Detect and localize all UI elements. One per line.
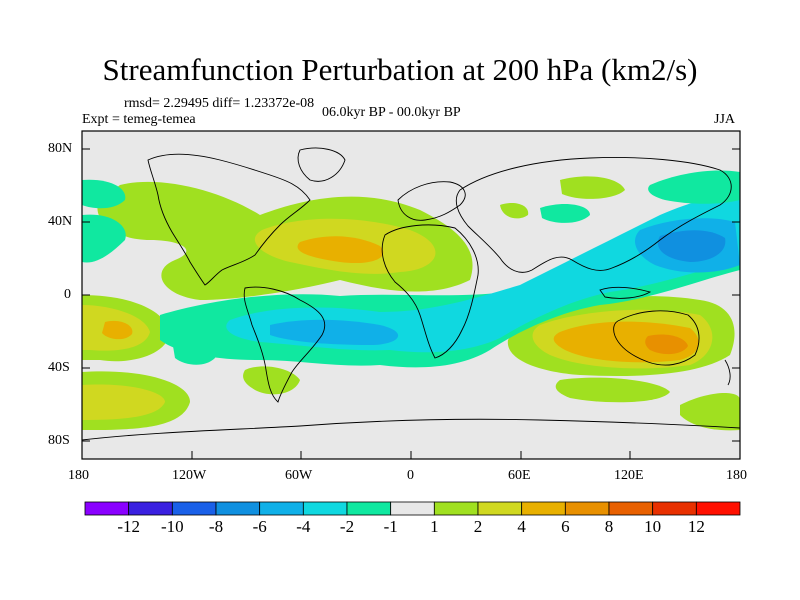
coastline-europe [397, 181, 466, 221]
lat-tick-label: 80N [48, 141, 73, 156]
colorbar-label: -1 [383, 517, 398, 536]
colorbar-label: 6 [561, 517, 570, 536]
colorbar-label: 1 [430, 517, 439, 536]
contour-region [555, 377, 670, 403]
contour-region [540, 204, 590, 223]
coastlines [82, 147, 740, 441]
colorbar-label: 4 [517, 517, 526, 536]
colorbar-label: -12 [117, 517, 140, 536]
lon-tick-label: 120W [172, 468, 207, 483]
colorbar-swatch [171, 501, 217, 516]
coastline-indonesia [599, 286, 652, 299]
lat-tick-marks [82, 148, 740, 442]
colorbar-swatch [128, 501, 173, 516]
contour-region [270, 319, 399, 345]
colorbar-swatch [477, 501, 523, 516]
lat-tick-label: 80S [48, 433, 70, 448]
stats-text: rmsd= 2.29495 diff= 1.23372e-08 [124, 96, 315, 111]
lat-tick-label: 40S [48, 360, 70, 375]
season-text: JJA [714, 112, 736, 127]
coastline-south-america [243, 286, 326, 403]
contour-fields [82, 170, 740, 431]
experiment-text: Expt = temeg-temea [82, 112, 196, 127]
colorbar-label: 2 [473, 517, 483, 536]
contour-region [657, 230, 726, 262]
contour-region [680, 393, 740, 431]
colorbar-swatch [259, 501, 304, 516]
colorbar-swatch [346, 501, 392, 516]
colorbar-label: -8 [208, 517, 224, 536]
lat-tick-label: 0 [64, 287, 71, 302]
contour-region [645, 334, 688, 355]
contour-region [82, 384, 165, 420]
colorbar-swatch [390, 501, 435, 516]
colorbar-label: 10 [644, 517, 662, 536]
colorbar-swatch [215, 501, 261, 516]
colorbar-label: -2 [339, 517, 355, 536]
colorbar [84, 501, 741, 516]
colorbar-swatch [608, 501, 654, 516]
lon-tick-label: 60W [285, 468, 313, 483]
colorbar-label: -4 [296, 517, 311, 536]
contour-region [82, 179, 126, 209]
period-text: 06.0kyr BP - 00.0kyr BP [322, 105, 461, 120]
coastline-greenland [297, 147, 346, 182]
colorbar-swatch [521, 501, 566, 516]
contour-region [243, 366, 300, 395]
colorbar-swatch [652, 501, 697, 516]
map-title: Streamfunction Perturbation at 200 hPa (… [102, 52, 698, 87]
coastline-north-america [147, 153, 311, 286]
colorbar-swatch [564, 501, 610, 516]
colorbar-swatch [302, 501, 348, 516]
lon-tick-label: 60E [508, 468, 531, 483]
contour-region [648, 170, 740, 204]
coastline-new-zealand [724, 359, 731, 386]
colorbar-label: 8 [604, 517, 614, 536]
coastline-australia [613, 310, 700, 366]
contour-region [226, 193, 740, 353]
lon-tick-label: 180 [68, 468, 89, 483]
coastline-antarctica [82, 418, 740, 441]
contour-region [172, 339, 216, 365]
contour-region [560, 176, 625, 199]
colorbar-swatch [433, 501, 479, 516]
coastline-africa [381, 224, 479, 359]
colorbar-swatch [84, 501, 130, 516]
lon-tick-marks [81, 451, 741, 459]
colorbar-swatch [695, 501, 741, 516]
contour-region [297, 236, 384, 264]
contour-region [102, 320, 133, 340]
lon-tick-label: 120E [614, 468, 644, 483]
lon-tick-label: 0 [407, 468, 414, 483]
colorbar-label: -6 [252, 517, 267, 536]
contour-region [500, 203, 529, 219]
lon-tick-label: 180 [726, 468, 747, 483]
coastline-asia [455, 157, 732, 273]
lat-tick-label: 40N [48, 214, 73, 229]
contour-region [82, 214, 126, 263]
colorbar-label: -10 [160, 517, 184, 536]
colorbar-label: 12 [687, 517, 705, 536]
